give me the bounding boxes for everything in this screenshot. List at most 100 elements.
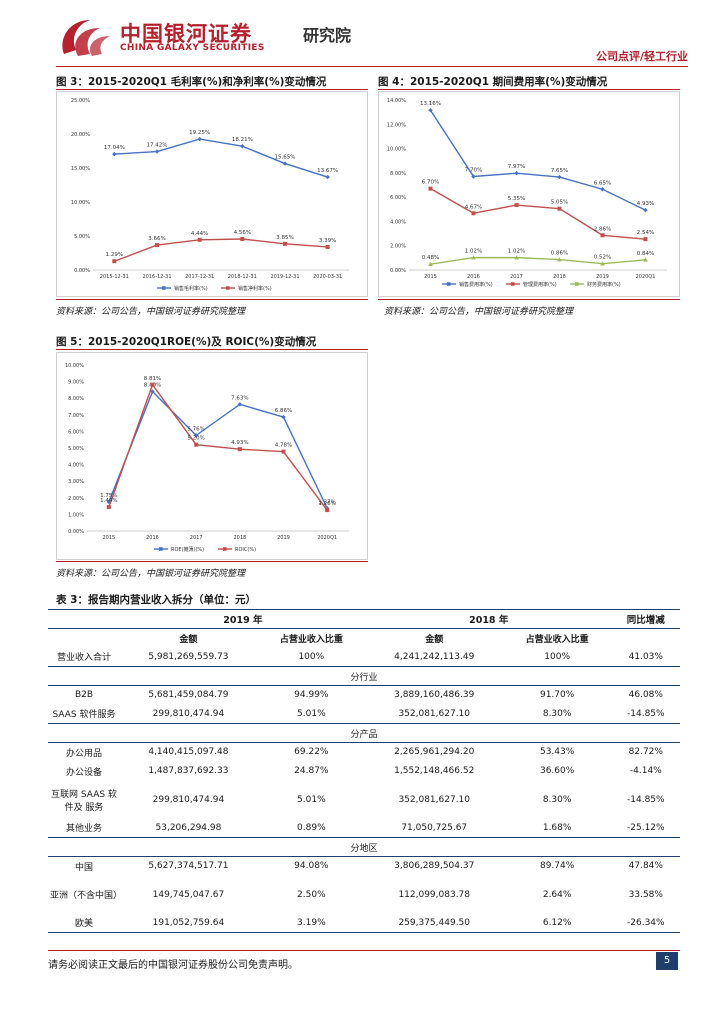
disclaimer-note: 请务必阅读正文最后的中国银河证券股份公司免责声明。: [48, 960, 298, 971]
x-tick-label: 2017-12-31: [185, 274, 214, 280]
data-label: 6.70%: [422, 180, 439, 186]
y-tick-label: 9.00%: [68, 380, 84, 386]
table3-title: 表 3：报告期内营业收入拆分（单位：元）: [56, 594, 256, 606]
x-tick-label: 2020Q1: [636, 274, 656, 280]
y-tick-label: 5.00%: [68, 446, 84, 452]
y-tick-label: 0.00%: [390, 268, 406, 274]
data-label: 4.78%: [275, 443, 292, 449]
report-category: 公司点评/轻工行业: [595, 50, 688, 63]
data-label: 0.86%: [551, 251, 568, 257]
data-point: [514, 171, 519, 176]
section-header-product: 分产品: [48, 723, 680, 743]
legend-label: 销售毛利率(%): [174, 285, 208, 292]
fig5-title: 图 5：2015-2020Q1ROE(%)及 ROIC(%)变动情况: [56, 336, 317, 348]
col-ratio-2019: 占营业收入比重: [279, 634, 343, 645]
x-tick-label: 2016-12-31: [142, 274, 171, 280]
data-point: [471, 211, 476, 216]
y-tick-label: 2.00%: [390, 244, 406, 250]
x-tick-label: 2015: [424, 274, 437, 280]
data-point: [240, 236, 245, 241]
data-point: [471, 255, 476, 260]
data-point: [471, 174, 476, 179]
data-point: [281, 414, 286, 420]
y-tick-label: 10.00%: [65, 363, 84, 369]
y-tick-label: 7.00%: [68, 413, 84, 419]
table-row: 亚洲（不含中国） 149,745,047.67 2.50% 112,099,08…: [50, 889, 663, 902]
y-tick-label: 6.00%: [390, 195, 406, 201]
table-row: 欧美 191,052,759.64 3.19% 259,375,449.50 6…: [48, 913, 680, 933]
data-point: [643, 237, 648, 242]
footer-divider: [48, 950, 680, 951]
data-label: 2.86%: [594, 226, 611, 232]
header-empty-cell: [48, 609, 120, 629]
fig5-chart-frame: 0.00% 1.00% 2.00% 3.00% 4.00% 5.00% 6.00% 7.00%…: [56, 352, 368, 560]
legend-label: 销售费用率(%): [459, 281, 493, 288]
data-label: 17.42%: [147, 143, 168, 149]
data-point: [281, 449, 286, 454]
x-tick-label: 2016: [467, 274, 480, 280]
y-tick-label: 8.00%: [68, 396, 84, 402]
data-label: 4.56%: [234, 230, 251, 236]
row-label: 营业收入合计: [56, 653, 111, 664]
legend-marker: [162, 286, 166, 290]
data-point: [643, 257, 648, 262]
col-ratio-2018: 占营业收入比重: [525, 634, 589, 645]
data-label: 15.65%: [275, 155, 296, 161]
fig3-bottom-rule: [56, 299, 368, 300]
data-label: 1.02%: [465, 249, 482, 255]
data-label: 4.67%: [465, 204, 482, 210]
legend-marker: [447, 282, 451, 286]
data-label: 0.52%: [594, 255, 611, 261]
data-point: [150, 382, 155, 387]
y-tick-label: 10.00%: [71, 200, 90, 206]
section-header-region: 分地区: [48, 837, 680, 857]
data-label: 4.93%: [637, 201, 654, 207]
data-label: 5.20%: [187, 436, 204, 442]
y-tick-label: 6.00%: [68, 429, 84, 435]
legend-marker: [575, 282, 579, 286]
y-tick-label: 5.00%: [74, 234, 90, 240]
data-point: [557, 257, 562, 262]
data-label: 1.02%: [508, 249, 525, 255]
data-label: 2.54%: [637, 230, 654, 236]
fig5-title-rule: [56, 349, 368, 350]
data-point: [325, 174, 330, 180]
data-label: 1.75%: [100, 493, 117, 499]
y-tick-label: 4.00%: [68, 463, 84, 469]
legend-label: 管理费用率(%): [523, 281, 557, 288]
fig3-title: 图 3：2015-2020Q1 毛利率(%)和净利率(%)变动情况: [56, 76, 327, 88]
amount-2018: 4,241,242,113.49: [394, 651, 475, 662]
data-point: [112, 151, 117, 157]
col-amount-2018: 金额: [425, 634, 444, 645]
x-tick-label: 2017: [510, 274, 523, 280]
fig4-source: 资料来源：公司公告，中国银河证券研究院整理: [384, 307, 574, 317]
table-header-columns: 金额 占营业收入比重 金额 占营业收入比重: [48, 629, 680, 648]
y-tick-label: 25.00%: [71, 98, 90, 104]
data-point: [557, 206, 562, 211]
data-label: 5.35%: [508, 196, 525, 202]
data-point: [150, 389, 155, 394]
data-point: [428, 108, 433, 113]
data-point: [600, 261, 605, 266]
amount-2019: 5,981,269,559.73: [148, 651, 229, 662]
y-tick-label: 20.00%: [71, 132, 90, 138]
data-point: [325, 244, 330, 249]
page-number: 5: [656, 952, 678, 970]
y-tick-label: 14.00%: [387, 98, 406, 104]
ratio-2018: 100%: [544, 651, 570, 662]
data-point: [557, 174, 562, 180]
report-header: 中国银河证券 CHINA GALAXY SECURITIES 研究院 公司点评/…: [56, 12, 688, 64]
data-point: [197, 237, 202, 242]
x-tick-label: 2020Q1: [317, 535, 337, 541]
table-row: 办公用品 4,140,415,097.48 69.22% 2,265,961,2…: [65, 747, 663, 759]
series-line: [108, 383, 328, 511]
data-label: 18.21%: [232, 137, 253, 143]
data-point: [514, 203, 519, 208]
x-tick-label: 2020-03-31: [313, 274, 342, 280]
data-point: [237, 402, 243, 407]
legend-marker: [511, 282, 515, 286]
data-point: [643, 207, 648, 213]
data-point: [197, 136, 202, 142]
data-label: 13.16%: [420, 101, 441, 107]
table-row-total: 营业收入合计 5,981,269,559.73 100% 4,241,242,1…: [48, 648, 680, 667]
